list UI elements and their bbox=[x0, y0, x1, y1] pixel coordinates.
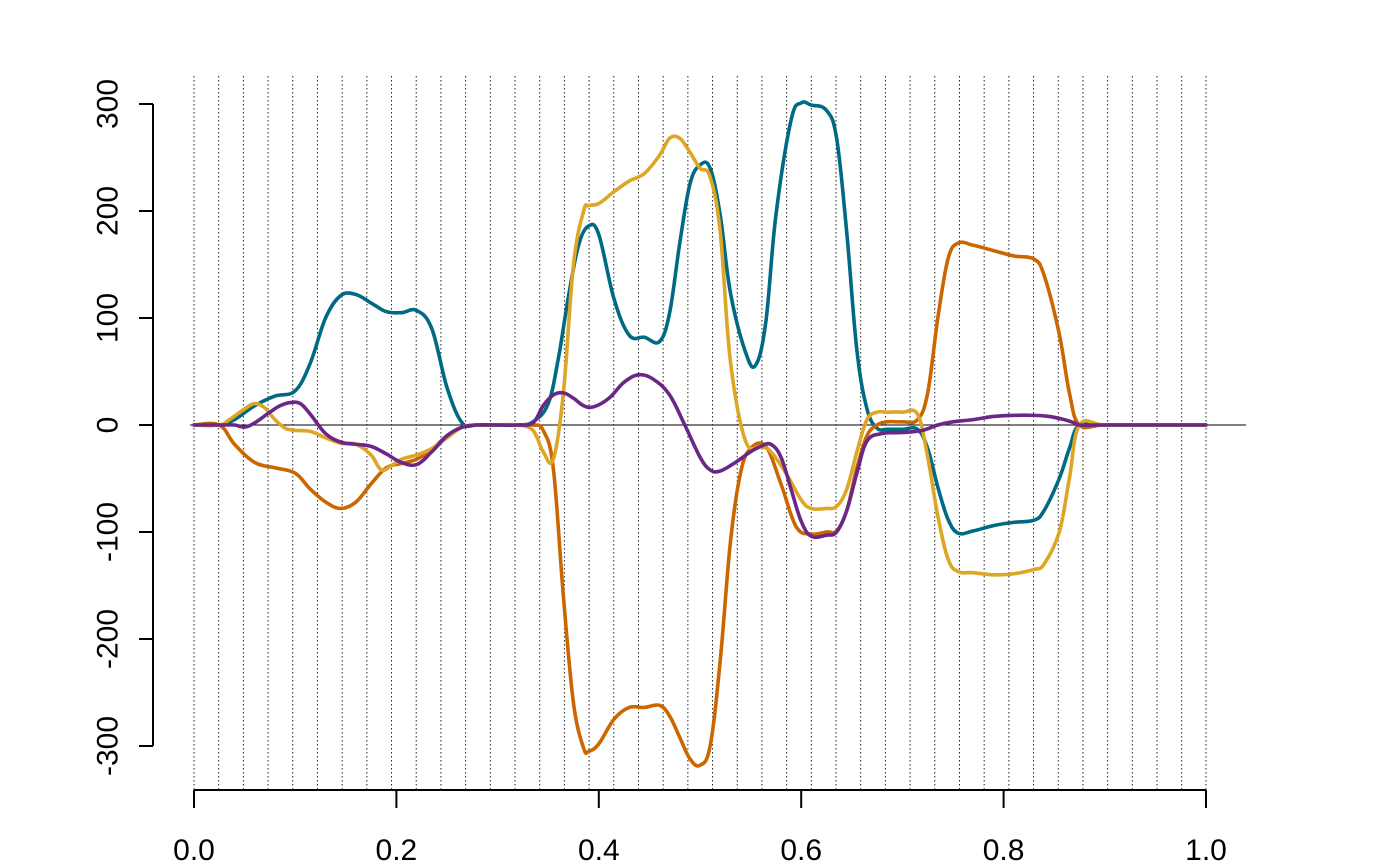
x-tick-label: 0.2 bbox=[376, 834, 418, 866]
series-line-2 bbox=[192, 240, 1208, 768]
x-tick-label: 0.6 bbox=[780, 834, 822, 866]
series-line-4 bbox=[192, 372, 1208, 540]
y-axis: -300 -200 -100 0 100 200 300 bbox=[92, 79, 154, 776]
y-tick-label: -100 bbox=[92, 502, 125, 562]
y-tick-label: -300 bbox=[92, 716, 125, 776]
y-tick-label: 300 bbox=[92, 79, 125, 129]
x-tick-label: 0.4 bbox=[578, 834, 620, 866]
y-tick-label: 200 bbox=[92, 186, 125, 236]
series-line-1 bbox=[192, 100, 1208, 536]
vertical-dotted-grid bbox=[193, 76, 1207, 790]
y-tick-label: 0 bbox=[92, 417, 125, 434]
x-tick-label: 0.0 bbox=[173, 834, 215, 866]
series-lines bbox=[192, 100, 1208, 768]
x-axis: 0.0 0.2 0.4 0.6 0.8 1.0 bbox=[173, 789, 1227, 866]
x-tick-label: 0.8 bbox=[983, 834, 1025, 866]
y-tick-label: 100 bbox=[92, 293, 125, 343]
x-tick-label: 1.0 bbox=[1185, 834, 1227, 866]
y-tick-label: -200 bbox=[92, 609, 125, 669]
